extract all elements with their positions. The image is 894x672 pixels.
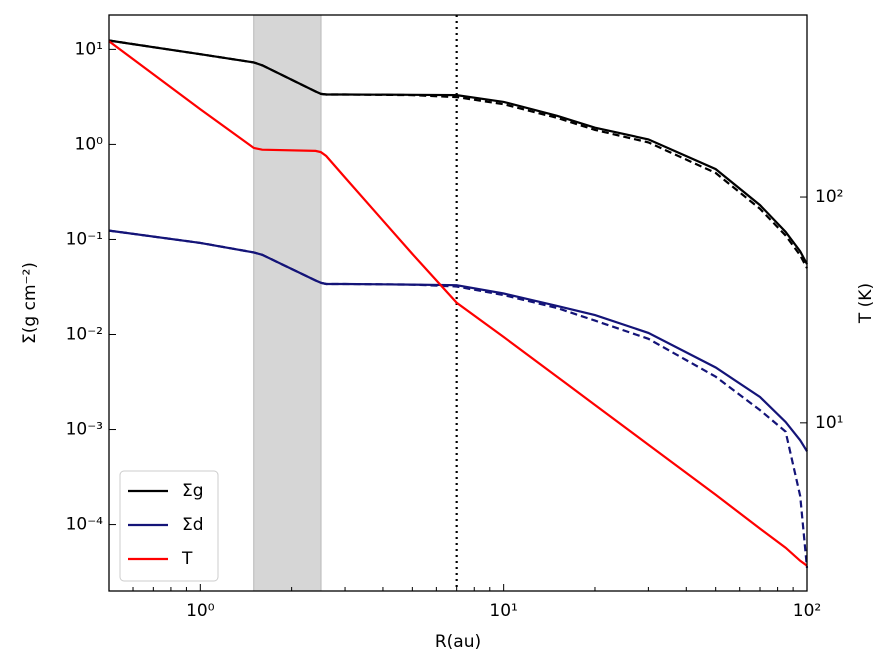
- x-tick-label: 10¹: [489, 601, 517, 621]
- legend-box: [119, 470, 219, 582]
- line: [108, 229, 808, 452]
- y-tick-label: 10⁻⁴: [66, 515, 104, 535]
- y-tick-label: 10¹: [75, 39, 103, 59]
- legend-label: Σd: [182, 515, 204, 535]
- dashed-line: [108, 229, 809, 569]
- y-tick-label: 10⁻²: [66, 324, 103, 344]
- x-axis-label: R(au): [435, 632, 481, 652]
- shaded-region: [253, 14, 322, 592]
- line: [108, 40, 808, 567]
- y-tick-label: 10⁻³: [66, 420, 103, 440]
- plot-frame: [108, 14, 808, 592]
- y2-tick-label: 10²: [815, 187, 843, 207]
- y-axis-label: Σ(g cm⁻²): [20, 262, 40, 344]
- y-tick-label: 10⁻¹: [66, 229, 103, 249]
- dashed-line: [108, 39, 808, 269]
- x-tick-label: 10²: [793, 601, 821, 621]
- y2-tick-label: 10¹: [815, 413, 843, 433]
- line: [108, 39, 808, 265]
- legend-label: T: [181, 549, 193, 569]
- legend-label: Σg: [182, 481, 204, 501]
- x-tick-label: 10⁰: [186, 601, 215, 621]
- y-tick-label: 10⁰: [75, 134, 104, 154]
- y2-axis-label: T (K): [856, 283, 876, 324]
